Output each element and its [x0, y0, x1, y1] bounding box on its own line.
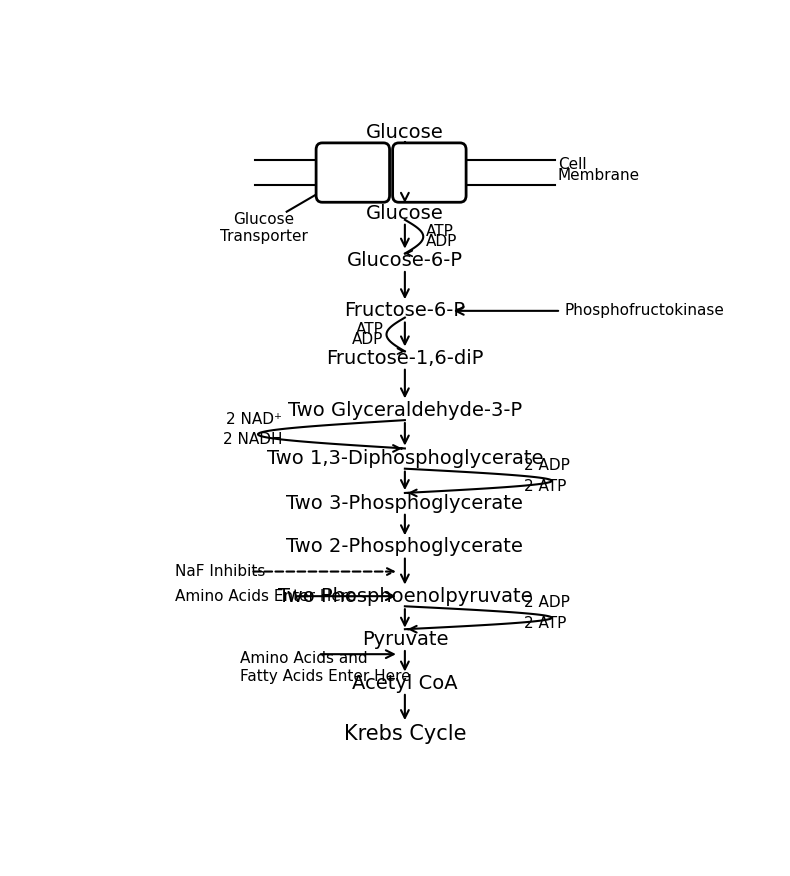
- Text: Fructose-6-P: Fructose-6-P: [344, 301, 465, 321]
- Text: Cell: Cell: [558, 157, 586, 172]
- Text: Amino Acids Enter Here: Amino Acids Enter Here: [175, 589, 356, 604]
- Text: Pyruvate: Pyruvate: [362, 630, 448, 649]
- Text: Acetyl CoA: Acetyl CoA: [352, 674, 457, 693]
- Text: ATP: ATP: [356, 321, 383, 337]
- Text: 2 ADP: 2 ADP: [525, 596, 570, 611]
- Text: Glucose: Glucose: [366, 123, 444, 142]
- Text: Phosphofructokinase: Phosphofructokinase: [564, 303, 724, 318]
- Text: ATP: ATP: [427, 224, 454, 239]
- Text: Two Phosphoenolpyruvate: Two Phosphoenolpyruvate: [277, 587, 532, 605]
- Text: Amino Acids and
Fatty Acids Enter Here: Amino Acids and Fatty Acids Enter Here: [239, 652, 410, 684]
- Text: 2 ATP: 2 ATP: [525, 616, 566, 631]
- Text: Two Glyceraldehyde-3-P: Two Glyceraldehyde-3-P: [288, 400, 522, 420]
- Text: Krebs Cycle: Krebs Cycle: [344, 724, 466, 744]
- Text: Two 3-Phosphoglycerate: Two 3-Phosphoglycerate: [287, 493, 523, 512]
- Text: NaF Inhibits: NaF Inhibits: [175, 564, 265, 579]
- Text: Membrane: Membrane: [558, 168, 640, 183]
- Text: 2 ADP: 2 ADP: [525, 458, 570, 474]
- Text: 2 NAD⁺: 2 NAD⁺: [227, 412, 282, 427]
- Text: ADP: ADP: [352, 332, 383, 347]
- Text: 2 ATP: 2 ATP: [525, 478, 566, 494]
- Text: Glucose
Transporter: Glucose Transporter: [220, 212, 308, 244]
- Text: Glucose: Glucose: [366, 203, 444, 223]
- Text: Fructose-1,6-diP: Fructose-1,6-diP: [326, 349, 483, 368]
- Text: Two 2-Phosphoglycerate: Two 2-Phosphoglycerate: [287, 538, 523, 556]
- FancyBboxPatch shape: [393, 143, 466, 202]
- Text: 2 NADH: 2 NADH: [223, 432, 282, 447]
- Text: Glucose-6-P: Glucose-6-P: [347, 251, 463, 270]
- Text: ADP: ADP: [427, 234, 457, 249]
- Text: Two 1,3-Diphosphoglycerate: Two 1,3-Diphosphoglycerate: [267, 449, 544, 468]
- FancyBboxPatch shape: [316, 143, 389, 202]
